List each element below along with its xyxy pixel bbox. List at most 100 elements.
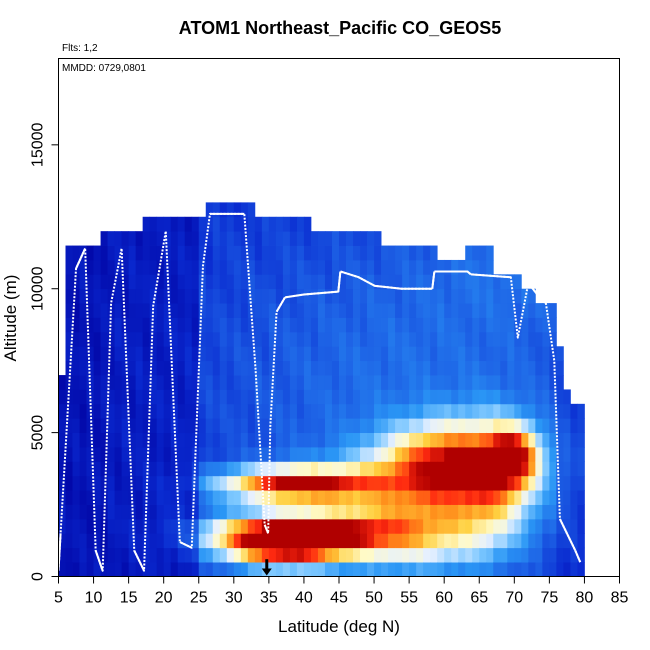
heatmap-cell xyxy=(233,533,242,549)
heatmap-cell xyxy=(275,375,284,390)
heatmap-cell xyxy=(500,518,508,534)
heatmap-cell xyxy=(177,245,186,261)
heatmap-cell xyxy=(86,447,94,462)
heatmap-cell xyxy=(100,447,108,462)
heatmap-cell xyxy=(142,331,151,347)
heatmap-cell xyxy=(409,245,417,261)
heatmap-cell xyxy=(282,504,291,520)
heatmap-cell xyxy=(254,533,263,549)
heatmap-cell xyxy=(549,504,557,520)
heatmap-cell xyxy=(107,562,115,577)
heatmap-cell xyxy=(395,461,403,477)
heatmap-cell xyxy=(142,288,151,304)
heatmap-cell xyxy=(163,389,172,405)
heatmap-cell xyxy=(79,375,87,390)
heatmap-cell xyxy=(303,346,312,362)
heatmap-cell xyxy=(268,461,277,477)
heatmap-cell xyxy=(374,518,382,534)
heatmap-cell xyxy=(437,418,445,434)
heatmap-cell xyxy=(458,288,466,304)
heatmap-cell xyxy=(324,231,333,246)
heatmap-cell xyxy=(430,432,438,448)
heatmap-cell xyxy=(303,259,312,275)
heatmap-cell xyxy=(65,518,73,534)
heatmap-cell xyxy=(381,375,389,390)
heatmap-cell xyxy=(86,490,94,505)
heatmap-cell xyxy=(58,432,66,448)
heatmap-cell xyxy=(402,403,410,419)
heatmap-cell xyxy=(296,547,305,563)
heatmap-cell xyxy=(205,375,214,390)
heatmap-cell xyxy=(128,288,137,304)
heatmap-cell xyxy=(549,418,557,434)
heatmap-cell xyxy=(388,389,396,405)
heatmap-cell xyxy=(226,360,235,376)
heatmap-cell xyxy=(570,562,578,577)
heatmap-cell xyxy=(226,447,235,462)
heatmap-cell xyxy=(430,389,438,405)
heatmap-cell xyxy=(135,533,144,549)
chart-title: ATOM1 Northeast_Pacific CO_GEOS5 xyxy=(179,18,501,38)
heatmap-cell xyxy=(107,303,115,318)
heatmap-cell xyxy=(233,562,242,577)
heatmap-cell xyxy=(268,432,277,448)
heatmap-cell xyxy=(570,461,578,477)
heatmap-cell xyxy=(93,418,101,434)
heatmap-cell xyxy=(458,346,466,362)
heatmap-cell xyxy=(472,288,480,304)
heatmap-cell xyxy=(556,389,564,405)
heatmap-cell xyxy=(86,346,94,362)
heatmap-cell xyxy=(114,375,123,390)
heatmap-cell xyxy=(79,475,87,491)
heatmap-cell xyxy=(289,317,298,333)
heatmap-cell xyxy=(58,562,66,577)
heatmap-cell xyxy=(107,461,115,477)
y-tick-label: 10000 xyxy=(30,266,47,311)
heatmap-cell xyxy=(240,360,249,376)
heatmap-cell xyxy=(163,346,172,362)
heatmap-cell xyxy=(65,288,73,304)
heatmap-cell xyxy=(388,490,396,505)
heatmap-cell xyxy=(451,259,459,275)
heatmap-cell xyxy=(65,303,73,318)
heatmap-cell xyxy=(500,360,508,376)
heatmap-cell xyxy=(282,360,291,376)
heatmap-cell xyxy=(226,317,235,333)
heatmap-cell xyxy=(247,303,256,318)
heatmap-cell xyxy=(86,432,94,448)
heatmap-cell xyxy=(296,317,305,333)
heatmap-cell xyxy=(535,547,543,563)
heatmap-cell xyxy=(72,562,80,577)
heatmap-cell xyxy=(233,346,242,362)
heatmap-cell xyxy=(437,490,445,505)
heatmap-cell xyxy=(528,331,536,347)
heatmap-cell xyxy=(303,432,312,448)
heatmap-cell xyxy=(549,375,557,390)
heatmap-cell xyxy=(268,389,277,405)
heatmap-cell xyxy=(107,331,115,347)
heatmap-cell xyxy=(275,403,284,419)
heatmap-cell xyxy=(402,447,410,462)
heatmap-cell xyxy=(528,317,536,333)
heatmap-cell xyxy=(486,403,494,419)
heatmap-cell xyxy=(360,432,368,448)
heatmap-cell xyxy=(128,533,137,549)
heatmap-cell xyxy=(219,331,228,347)
heatmap-cell xyxy=(177,360,186,376)
heatmap-cell xyxy=(514,303,522,318)
heatmap-cell xyxy=(493,346,501,362)
y-tick-label: 5000 xyxy=(30,415,47,451)
heatmap-cell xyxy=(458,418,466,434)
heatmap-cell xyxy=(465,303,473,318)
heatmap-cell xyxy=(465,562,473,577)
heatmap-cell xyxy=(191,346,200,362)
heatmap-cell xyxy=(374,490,382,505)
heatmap-cell xyxy=(219,288,228,304)
heatmap-cell xyxy=(93,518,101,534)
heatmap-cell xyxy=(163,375,172,390)
heatmap-cell xyxy=(493,317,501,333)
heatmap-cell xyxy=(163,216,172,232)
heatmap-cell xyxy=(100,389,108,405)
heatmap-cell xyxy=(247,331,256,347)
heatmap-cell xyxy=(416,360,424,376)
